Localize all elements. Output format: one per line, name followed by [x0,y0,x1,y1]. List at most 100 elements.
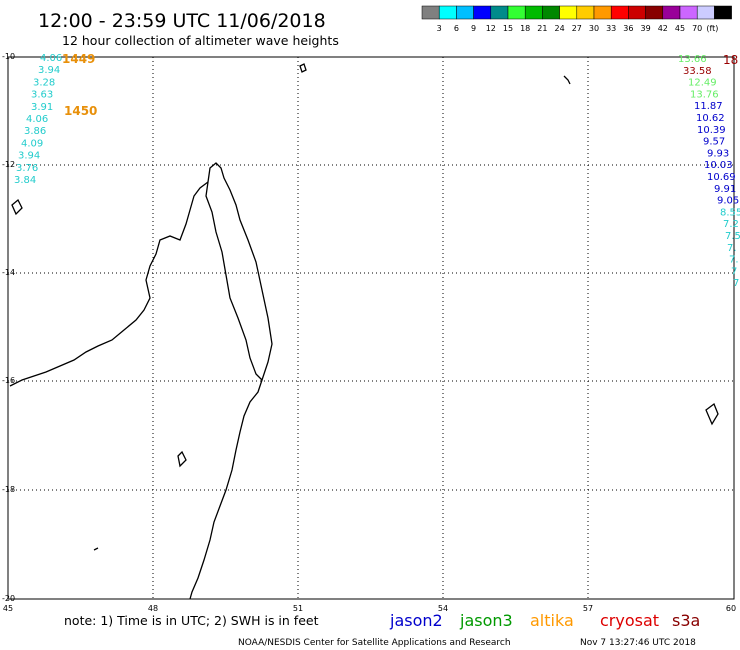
lat-label: -20 [2,594,15,603]
lat-label: -12 [2,160,15,169]
madagascar-west-coast [189,379,263,600]
legend-label: 33 [606,24,616,33]
track-value: 7 [733,278,739,289]
track-value: 33.58 [683,66,712,77]
track-value: 10.03 [704,160,733,171]
satellite-legend: jason2 jason3 altika cryosat s3a [389,611,700,630]
legend-label: 18 [520,24,530,33]
track-value: 11.87 [694,101,723,112]
islet-north [299,63,307,73]
lat-label: -16 [2,376,15,385]
lat-label: -18 [2,485,15,494]
left-track-labels: 4.063.943.283.633.914.063.864.093.943.76… [14,53,62,186]
color-legend: 3 6 9 12 15 18 21 24 27 30 33 36 39 42 45 70 (ft) [421,5,732,33]
track-value: 3.63 [31,90,53,101]
map-frame [7,56,735,600]
legend-label: 39 [641,24,651,33]
track-value: 4.09 [21,138,43,149]
right-track-labels: 13.6633.5812.4913.7611.8710.6210.399.579… [678,54,740,289]
track-value: 4.06 [26,114,48,125]
map-title: 12:00 - 23:59 UTC 11/06/2018 [38,10,326,32]
lon-label: 45 [3,604,13,613]
longitude-labels: 45 48 51 54 57 60 [3,604,736,613]
legend-swatch [645,5,664,20]
lat-label: -14 [2,268,15,277]
track-value: 10.62 [696,113,725,124]
lon-label: 51 [293,604,303,613]
latitude-labels: -10 -12 -14 -16 -18 -20 [2,52,15,603]
legend-label: 15 [503,24,513,33]
track-time-1449: 1449 [62,52,95,66]
legend-label: 6 [454,24,459,33]
reunion-island [705,402,719,426]
track-value: 7 [731,266,737,277]
islet-southwest [93,547,99,551]
lon-label: 60 [726,604,736,613]
mayotte-island [177,450,187,468]
track-value: 3.94 [18,151,40,162]
track-value: 7.5 [725,231,740,242]
islet-northeast [563,75,571,85]
track-value: 7.2 [723,219,739,230]
legend-swatch [593,5,612,20]
track-value: 9.91 [714,184,736,195]
legend-swatch [714,5,732,20]
legend-swatch [524,5,543,20]
map-subtitle: 12 hour collection of altimeter wave hei… [62,33,339,48]
legend-swatch [473,5,492,20]
track-value: 7. [729,255,739,266]
track-value: 9.93 [707,148,729,159]
legend-swatch [456,5,474,20]
right-edge-value: 18 [723,53,738,67]
lon-label: 48 [148,604,158,613]
track-value: 3.86 [24,126,46,137]
legend-label: 45 [675,24,685,33]
lon-label: 57 [583,604,593,613]
legend-swatch [662,5,681,20]
legend-swatch [679,5,698,20]
track-value: 10.69 [707,172,736,183]
legend-swatch [628,5,646,20]
legend-swatch [559,5,578,20]
track-value: 8.55 [720,207,740,218]
legend-swatch [438,5,457,20]
legend-swatch [610,5,629,20]
track-value: 3.28 [33,77,55,88]
comoros-island [11,198,23,216]
graticule [8,57,734,599]
coastlines [9,63,719,600]
track-value: 4.06 [40,53,62,64]
track-value: 10.39 [697,125,726,136]
legend-label: 12 [486,24,496,33]
legend-label: 24 [555,24,565,33]
legend-label: 36 [623,24,633,33]
legend-swatch [490,5,509,20]
track-value: 9.05 [717,196,739,207]
track-value: 13.76 [690,89,719,100]
footer-note: note: 1) Time is in UTC; 2) SWH is in fe… [64,613,319,628]
satellite-label: altika [530,611,574,630]
track-time-1450: 1450 [64,104,97,118]
track-value: 12.49 [688,78,717,89]
track-value: 7. [727,243,737,254]
track-value: 9.57 [703,137,725,148]
legend-label: 21 [537,24,547,33]
track-value: 3.84 [14,175,36,186]
legend-label: 9 [471,24,476,33]
lat-label: -10 [2,52,15,61]
legend-unit: (ft) [706,24,718,33]
satellite-label: s3a [672,611,700,630]
track-value: 3.76 [16,163,38,174]
footer-timestamp: Nov 7 13:27:46 UTC 2018 [580,638,696,648]
legend-label: 42 [658,24,668,33]
madagascar-coastline [205,162,273,382]
legend-swatch [421,5,440,20]
legend-swatch [542,5,560,20]
legend-label: 27 [572,24,582,33]
satellite-label: jason2 [389,611,443,630]
madagascar-northwest-coast [9,181,209,387]
legend-label: 70 [692,24,702,33]
legend-swatch [696,5,715,20]
legend-label: 3 [437,24,442,33]
